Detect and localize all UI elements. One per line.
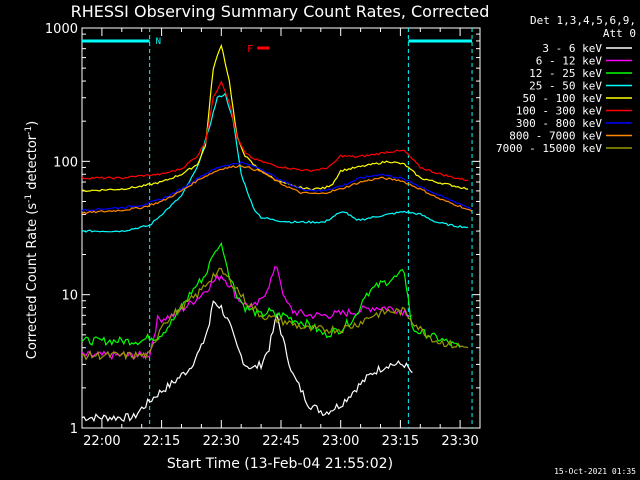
x-tick-label: 22:45	[262, 434, 299, 449]
series-line	[81, 92, 469, 233]
x-tick-label: 22:30	[203, 434, 240, 449]
legend-entry-label: 6 - 12 keV	[536, 55, 603, 68]
y-tick-label: 10	[61, 289, 78, 304]
timestamp: 15-Oct-2021 01:35	[554, 467, 636, 476]
series-line	[82, 267, 469, 361]
y-axis-label-end: )	[25, 121, 40, 126]
y-axis-label-sup2: -1	[24, 126, 34, 135]
y-tick-label: 1	[70, 422, 78, 437]
chart-title: RHESSI Observing Summary Count Rates, Co…	[71, 2, 490, 21]
legend-header: Det 1,3,4,5,6,9,	[530, 14, 636, 27]
series-group	[81, 43, 473, 423]
y-axis-label: Corrected Count Rate (s-1 detector-1)	[24, 121, 40, 359]
legend-header: Att 0	[603, 27, 636, 40]
x-tick-label: 23:30	[441, 434, 478, 449]
axes: 1 10 100 1000 22:00 22:15 22:30 22:45 23:00 23:15…	[45, 22, 481, 449]
overlays: NF	[82, 28, 473, 428]
legend-entry-label: 25 - 50 keV	[529, 80, 602, 93]
legend-entry-label: 100 - 300 keV	[516, 105, 602, 118]
x-tick-label: 23:00	[322, 434, 359, 449]
y-tick-label: 1000	[45, 22, 78, 37]
legend-entry-label: 300 - 800 keV	[516, 117, 602, 130]
flare-bar-label: F	[247, 44, 253, 55]
legend-entry-label: 800 - 7000 keV	[509, 130, 602, 143]
series-line	[81, 241, 461, 349]
night-bar-label: N	[156, 37, 161, 47]
y-axis-label-mid: detector	[25, 134, 40, 194]
legend-entry-label: 50 - 100 keV	[523, 92, 603, 105]
legend-entry-label: 12 - 25 keV	[529, 67, 602, 80]
x-tick-label: 22:15	[143, 434, 180, 449]
x-tick-label: 22:00	[83, 434, 120, 449]
series-line	[81, 161, 473, 212]
x-tick-label: 23:15	[382, 434, 419, 449]
series-line	[81, 164, 473, 215]
y-tick-label: 100	[53, 155, 78, 170]
y-axis-label-main: Corrected Count Rate (s	[25, 203, 40, 360]
x-axis-label: Start Time (13-Feb-04 21:55:02)	[167, 456, 393, 472]
series-line	[81, 80, 469, 181]
legend-entry-label: 3 - 6 keV	[542, 42, 602, 55]
series-line	[81, 300, 413, 423]
y-axis-label-sup1: -1	[24, 194, 34, 203]
legend-entry-label: 7000 - 15000 keV	[496, 142, 602, 155]
